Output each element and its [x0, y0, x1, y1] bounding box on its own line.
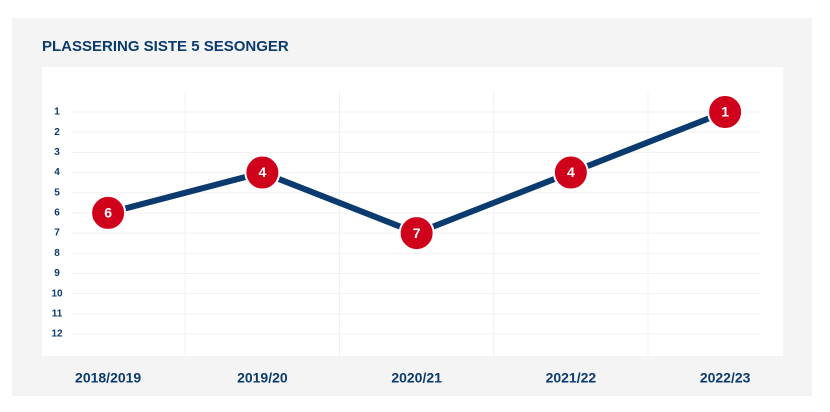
- chart-title: PLASSERING SISTE 5 SESONGER: [42, 38, 289, 55]
- x-tick-label: 2019/20: [237, 370, 288, 386]
- x-tick-label: 2020/21: [391, 370, 442, 386]
- y-tick-label: 9: [54, 268, 60, 279]
- marker: [244, 154, 281, 191]
- y-tick-label: 8: [54, 248, 60, 259]
- marker: [552, 154, 589, 191]
- y-tick-label: 7: [54, 228, 60, 239]
- x-tick-label: 2022/23: [700, 370, 751, 386]
- y-tick-label: 3: [54, 147, 60, 158]
- y-tick-label: 5: [54, 187, 60, 198]
- y-tick-label: 1: [54, 107, 60, 118]
- data-label: 6: [104, 205, 112, 221]
- x-tick-label: 2018/2019: [75, 370, 141, 386]
- data-label: 4: [258, 164, 266, 180]
- marker: [90, 194, 127, 231]
- y-tick-label: 6: [54, 208, 60, 219]
- data-label: 4: [567, 164, 575, 180]
- plot-area: [42, 67, 783, 356]
- y-tick-label: 10: [51, 288, 63, 299]
- marker: [398, 215, 435, 252]
- y-tick-label: 4: [54, 167, 60, 178]
- data-label: 1: [721, 104, 729, 120]
- marker: [707, 94, 744, 130]
- y-tick-label: 2: [54, 127, 60, 138]
- x-tick-label: 2021/22: [546, 370, 597, 386]
- data-label: 7: [413, 225, 421, 241]
- y-tick-label: 11: [52, 308, 63, 319]
- y-tick-label: 12: [51, 329, 63, 340]
